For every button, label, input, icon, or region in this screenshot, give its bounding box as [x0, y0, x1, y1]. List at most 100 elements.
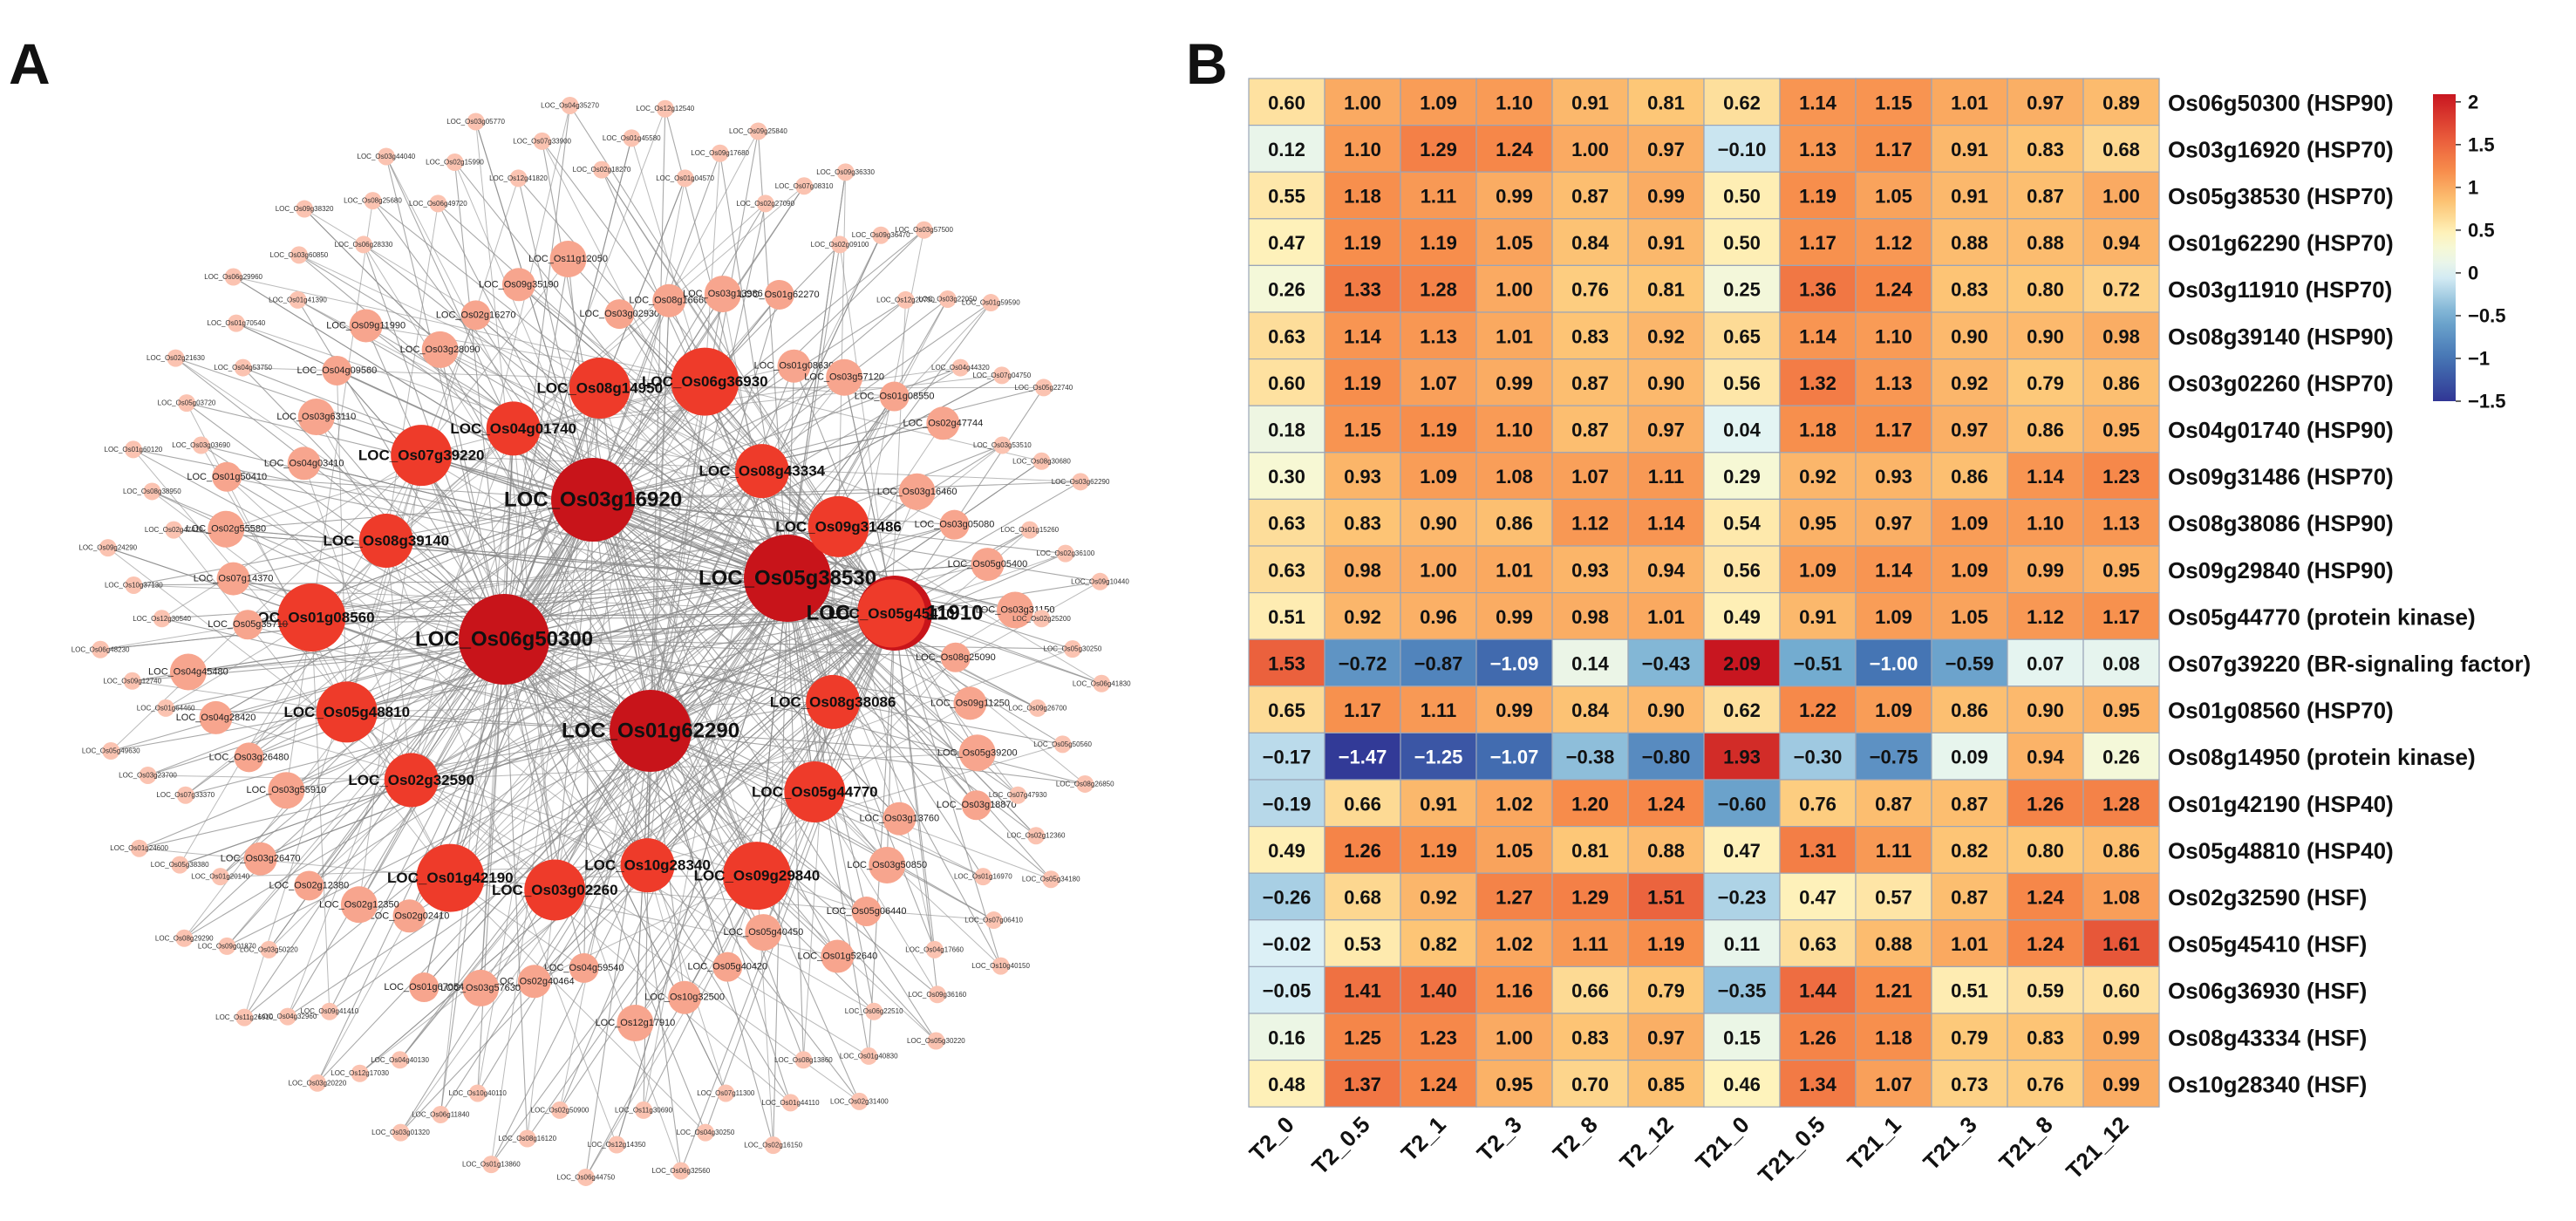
cell-value: −0.30	[1794, 747, 1843, 768]
cell-value: 0.99	[1496, 699, 1533, 721]
heatmap-cell	[2007, 919, 2084, 968]
heatmap-cell	[1475, 919, 1553, 968]
network-node-label: LOC_Os01g44110	[761, 1099, 820, 1107]
network-edge	[359, 612, 896, 1074]
network-node	[898, 473, 936, 510]
network-node	[178, 394, 196, 413]
network-edge	[286, 577, 788, 791]
network-node	[985, 911, 1003, 930]
row-label: Os09g29840 (HSP90)	[2168, 557, 2394, 583]
heatmap-cell	[1855, 779, 1932, 828]
cell-value: 0.94	[2027, 747, 2065, 768]
network-node-label: LOC_Os02g18270	[573, 166, 631, 174]
cell-value: 0.47	[1268, 232, 1305, 254]
heatmap-cell	[1400, 125, 1477, 173]
network-node-label: LOC_Os02g12360	[1007, 832, 1066, 840]
network-node-label: LOC_Os03g57500	[895, 226, 953, 234]
cell-value: 0.90	[1647, 699, 1685, 721]
network-edge	[704, 381, 892, 614]
cell-value: 1.14	[1344, 325, 1382, 347]
network-edge	[311, 617, 815, 793]
network-node	[278, 1007, 296, 1026]
network-node	[927, 1032, 945, 1050]
heatmap-cell	[1627, 218, 1705, 267]
cell-value: 2.09	[1723, 653, 1761, 675]
legend-colorbar	[2433, 94, 2456, 401]
cell-value: 1.27	[1496, 887, 1533, 909]
network-node	[216, 562, 250, 596]
cell-value: 1.09	[1875, 606, 1912, 628]
network-edge	[559, 577, 788, 1111]
cell-value: 0.83	[1951, 279, 1988, 301]
cell-value: 1.17	[1875, 139, 1912, 160]
network-edge	[385, 387, 601, 542]
cell-value: 1.01	[1496, 325, 1533, 347]
heatmap-cell	[1324, 218, 1401, 267]
network-node-label: LOC_Os08g26850	[1056, 780, 1114, 788]
cell-value: 0.92	[1647, 325, 1685, 347]
network-node	[992, 957, 1010, 975]
heatmap-cell	[1931, 171, 2008, 220]
cell-value: 0.68	[1344, 887, 1381, 909]
cell-value: 0.95	[1799, 513, 1837, 535]
network-node-label: LOC_Os01g08630	[754, 361, 835, 372]
network-edge	[175, 358, 815, 793]
heatmap-cell	[2082, 125, 2160, 173]
heatmap-cell	[1855, 452, 1932, 500]
network-node	[364, 192, 382, 210]
network-node	[850, 1092, 869, 1110]
cell-value: 1.17	[2102, 606, 2140, 628]
cell-value: 0.98	[1344, 559, 1381, 581]
heatmap-cell	[2082, 545, 2160, 594]
cell-value: 0.12	[1268, 139, 1305, 160]
cell-value: 0.86	[1951, 699, 1988, 721]
cell-value: 1.15	[1344, 420, 1381, 441]
cell-value: 0.85	[1647, 1074, 1685, 1095]
heatmap-cell	[1248, 638, 1325, 687]
network-edge	[111, 638, 505, 752]
cell-value: 0.26	[1268, 279, 1305, 301]
heatmap-cell	[1855, 405, 1932, 454]
row-label: Os01g42190 (HSP40)	[2168, 791, 2394, 817]
network-node-label: LOC_Os05g50560	[1033, 740, 1092, 748]
network-node-label: LOC_Os03g53510	[973, 441, 1032, 449]
network-edge	[503, 638, 860, 1102]
network-edge	[303, 463, 412, 781]
cell-value: 0.26	[2102, 747, 2140, 768]
network-node	[857, 579, 926, 648]
network-node-label: LOC_Os01g62290	[562, 720, 739, 743]
network-edge	[317, 499, 594, 1084]
cell-value: 1.05	[1951, 606, 1988, 628]
cell-value: 0.97	[1875, 513, 1912, 535]
cell-value: 0.16	[1268, 1027, 1305, 1048]
network-node	[764, 279, 794, 310]
network-node	[176, 786, 194, 804]
network-node-label: LOC_Os05g06440	[827, 906, 907, 917]
network-edge	[187, 638, 505, 673]
network-node-label: LOC_Os04g32960	[259, 1013, 317, 1020]
cell-value: −1.47	[1339, 747, 1387, 768]
cell-value: 0.25	[1723, 279, 1761, 301]
cell-value: 0.91	[1951, 186, 1988, 208]
cell-value: 1.51	[1647, 887, 1685, 909]
network-node	[1027, 827, 1046, 845]
cell-value: 0.97	[1647, 1027, 1685, 1048]
heatmap-cell	[1324, 78, 1401, 126]
network-edge	[227, 612, 896, 947]
cell-value: 0.87	[1875, 793, 1912, 815]
heatmap-cell	[1931, 591, 2008, 640]
network-edge	[185, 381, 705, 796]
panel-label-a: A	[9, 31, 51, 96]
network-edge	[787, 577, 804, 1061]
network-node	[676, 169, 694, 188]
network-edge	[359, 701, 834, 1074]
network-node-label: LOC_Os07g47930	[989, 791, 1047, 799]
network-node-label: LOC_Os04g45480	[148, 667, 228, 678]
heatmap-cell	[1627, 965, 1705, 1014]
cell-value: 0.63	[1268, 559, 1305, 581]
heatmap-cell	[1248, 872, 1325, 921]
network-edge	[503, 638, 994, 921]
heatmap-cell	[1248, 78, 1325, 126]
cell-value: 1.34	[1799, 1074, 1837, 1095]
network-edge	[513, 374, 1002, 429]
